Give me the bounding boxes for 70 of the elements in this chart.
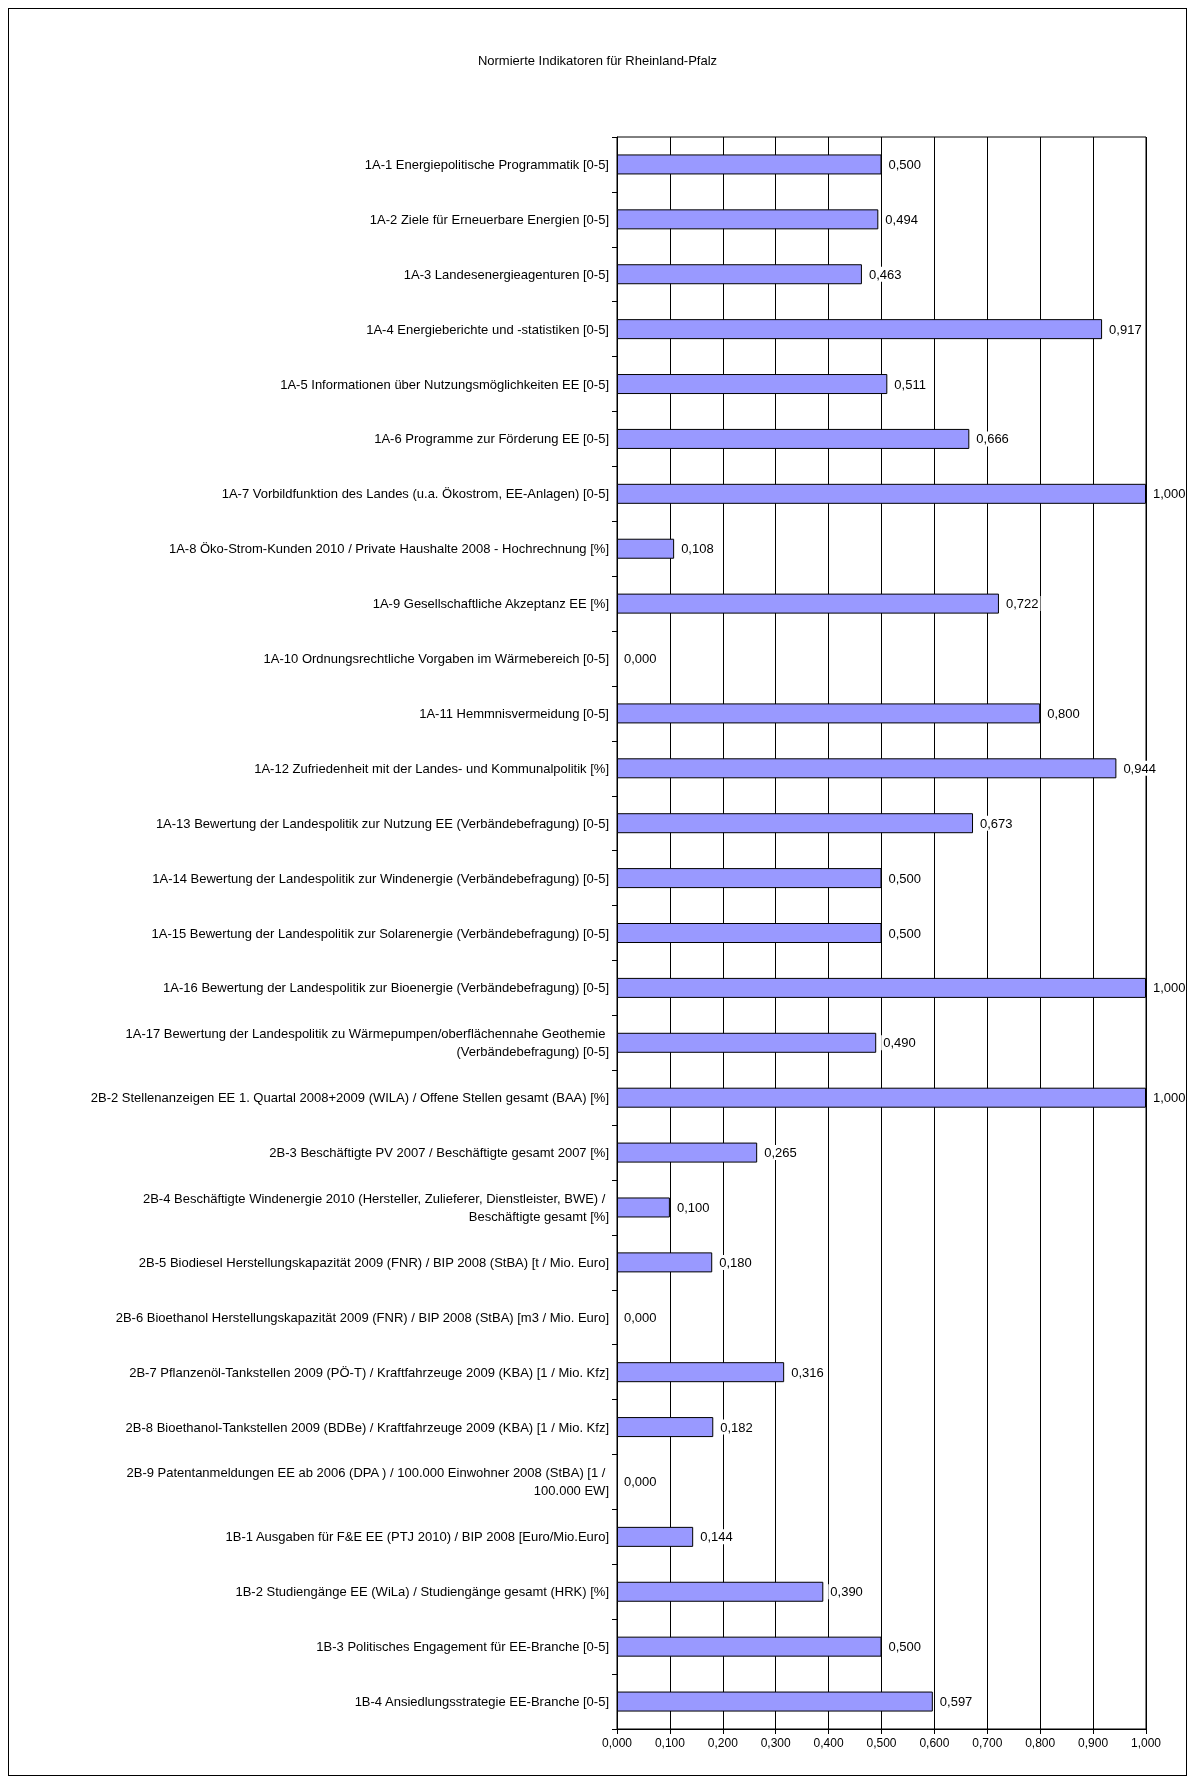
y-tick-label: 1A-2 Ziele für Erneuerbare Energien [0-5] bbox=[369, 211, 609, 227]
y-tick-label: 2B-5 Biodiesel Herstellungskapazität 2009 (FNR) / BIP 2008 (StBA) [t / Mio. Euro] bbox=[138, 1254, 609, 1270]
x-tick-label: 0,700 bbox=[972, 1736, 1003, 1750]
data-label: 0,180 bbox=[719, 1254, 752, 1270]
y-tick-label: 2B-6 Bioethanol Herstellungskapazität 2009 (FNR) / BIP 2008 (StBA) [m3 / Mio. Euro] bbox=[115, 1309, 609, 1325]
data-label: 1,000 bbox=[1153, 486, 1186, 502]
y-tick-label: 1A-12 Zufriedenheit mit der Landes- und Kommunalpolitik [%] bbox=[254, 760, 609, 776]
data-label: 0,597 bbox=[939, 1694, 973, 1710]
y-tick-label: 2B-2 Stellenanzeigen EE 1. Quartal 2008+2009 (WILA) / Offene Stellen gesamt (BAA) [%] bbox=[90, 1090, 609, 1106]
y-tick-label: 1A-1 Energiepolitische Programmatik [0-5] bbox=[364, 156, 609, 172]
y-tick-label: 1B-1 Ausgaben für F&E EE (PTJ 2010) / BIP 2008 [Euro/Mio.Euro] bbox=[225, 1529, 609, 1545]
x-tick-label: 0,300 bbox=[760, 1736, 792, 1750]
data-label: 0,917 bbox=[1109, 321, 1142, 337]
x-tick-label: 0,000 bbox=[601, 1736, 633, 1750]
data-label: 0,000 bbox=[624, 1474, 657, 1490]
data-label: 0,316 bbox=[791, 1364, 824, 1380]
y-tick-label: 1A-15 Bewertung der Landespolitik zur Solarenergie (Verbändebefragung) [0-5] bbox=[151, 925, 609, 941]
data-label: 0,500 bbox=[888, 156, 922, 172]
data-label: 0,182 bbox=[720, 1419, 753, 1435]
data-label: 0,144 bbox=[700, 1529, 733, 1545]
data-label: 0,000 bbox=[624, 651, 657, 667]
chart-title: Normierte Indikatoren für Rheinland-Pfalz bbox=[477, 53, 718, 68]
data-label: 0,500 bbox=[888, 925, 922, 941]
y-tick-label: 2B-3 Beschäftigte PV 2007 / Beschäftigte gesamt 2007 [%] bbox=[269, 1145, 609, 1161]
data-label: 0,722 bbox=[1005, 596, 1039, 612]
data-label: 0,100 bbox=[676, 1199, 710, 1215]
data-label: 0,390 bbox=[830, 1584, 863, 1600]
data-label: 0,800 bbox=[1047, 705, 1080, 721]
y-tick-label: 1B-2 Studiengänge EE (WiLa) / Studiengänge gesamt (HRK) [%] bbox=[235, 1584, 609, 1600]
y-tick-label: 1A-3 Landesenergieagenturen [0-5] bbox=[403, 266, 609, 282]
y-tick-label: 1A-11 Hemmnisvermeidung [0-5] bbox=[419, 705, 609, 721]
y-tick-label: 1B-3 Politisches Engagement für EE-Branche [0-5] bbox=[316, 1639, 609, 1655]
x-tick-label: 0,100 bbox=[654, 1736, 686, 1750]
x-tick-label: 0,600 bbox=[919, 1736, 950, 1750]
x-tick-label: 0,800 bbox=[1025, 1736, 1056, 1750]
data-label: 0,000 bbox=[624, 1309, 657, 1325]
y-tick-label: 2B-8 Bioethanol-Tankstellen 2009 (BDBe) / Kraftfahrzeuge 2009 (KBA) [1 / Mio. Kfz] bbox=[125, 1419, 609, 1435]
data-label: 0,490 bbox=[883, 1035, 916, 1051]
y-tick-label: 1A-16 Bewertung der Landespolitik zur Bioenergie (Verbändebefragung) [0-5] bbox=[163, 980, 609, 996]
data-label: 0,673 bbox=[980, 815, 1013, 831]
x-tick-label: 0,400 bbox=[813, 1736, 844, 1750]
data-label: 1,000 bbox=[1153, 1090, 1186, 1106]
x-tick-label: 1,000 bbox=[1130, 1736, 1162, 1750]
y-tick-label: 1A-7 Vorbildfunktion des Landes (u.a. Ökostrom, EE-Anlagen) [0-5] bbox=[221, 486, 609, 502]
data-label: 0,108 bbox=[681, 541, 714, 557]
x-tick-label: 0,900 bbox=[1078, 1736, 1109, 1750]
data-label: 0,944 bbox=[1123, 760, 1156, 776]
x-tick-label: 0,200 bbox=[707, 1736, 739, 1750]
data-label: 0,500 bbox=[888, 1639, 922, 1655]
y-tick-label: 1A-4 Energieberichte und -statistiken [0-5] bbox=[366, 321, 609, 337]
y-tick-label: 1A-13 Bewertung der Landespolitik zur Nutzung EE (Verbändebefragung) [0-5] bbox=[155, 815, 609, 831]
y-tick-label: 1A-14 Bewertung der Landespolitik zur Windenergie (Verbändebefragung) [0-5] bbox=[152, 870, 609, 886]
data-label: 0,494 bbox=[885, 211, 918, 227]
y-tick-label: 1A-8 Öko-Strom-Kunden 2010 / Private Haushalte 2008 - Hochrechnung [%] bbox=[168, 541, 609, 557]
y-tick-label: 1A-6 Programme zur Förderung EE [0-5] bbox=[374, 431, 609, 447]
y-tick-label: 1A-5 Informationen über Nutzungsmöglichkeiten EE [0-5] bbox=[280, 376, 609, 392]
data-label: 0,265 bbox=[764, 1145, 797, 1161]
y-tick-label: 1A-10 Ordnungsrechtliche Vorgaben im Wärmebereich [0-5] bbox=[263, 651, 609, 667]
y-tick-label: 1A-17 Bewertung der Landespolitik zu Wärmepumpen/oberflächennahe Geothemie (Verbändebefragung) [0-5] bbox=[125, 1026, 609, 1060]
data-label: 0,666 bbox=[976, 431, 1009, 447]
y-tick-label: 2B-4 Beschäftigte Windenergie 2010 (Hersteller, Zulieferer, Dienstleister, BWE) / Beschäftigte gesamt [%] bbox=[142, 1190, 609, 1224]
y-tick-label: 2B-7 Pflanzenöl-Tankstellen 2009 (PÖ-T) / Kraftfahrzeuge 2009 (KBA) [1 / Mio. Kfz] bbox=[129, 1364, 609, 1380]
data-label: 0,463 bbox=[868, 266, 902, 282]
data-label: 0,500 bbox=[888, 870, 922, 886]
y-tick-label: 1B-4 Ansiedlungsstrategie EE-Branche [0-5] bbox=[354, 1694, 609, 1710]
data-label: 1,000 bbox=[1153, 980, 1186, 996]
x-tick-label: 0,500 bbox=[866, 1736, 897, 1750]
y-tick-label: 2B-9 Patentanmeldungen EE ab 2006 (DPA ) / 100.000 Einwohner 2008 (StBA) [1 / 100.000 EW] bbox=[126, 1465, 609, 1499]
y-tick-label: 1A-9 Gesellschaftliche Akzeptanz EE [%] bbox=[372, 596, 609, 612]
data-label: 0,511 bbox=[894, 376, 926, 392]
